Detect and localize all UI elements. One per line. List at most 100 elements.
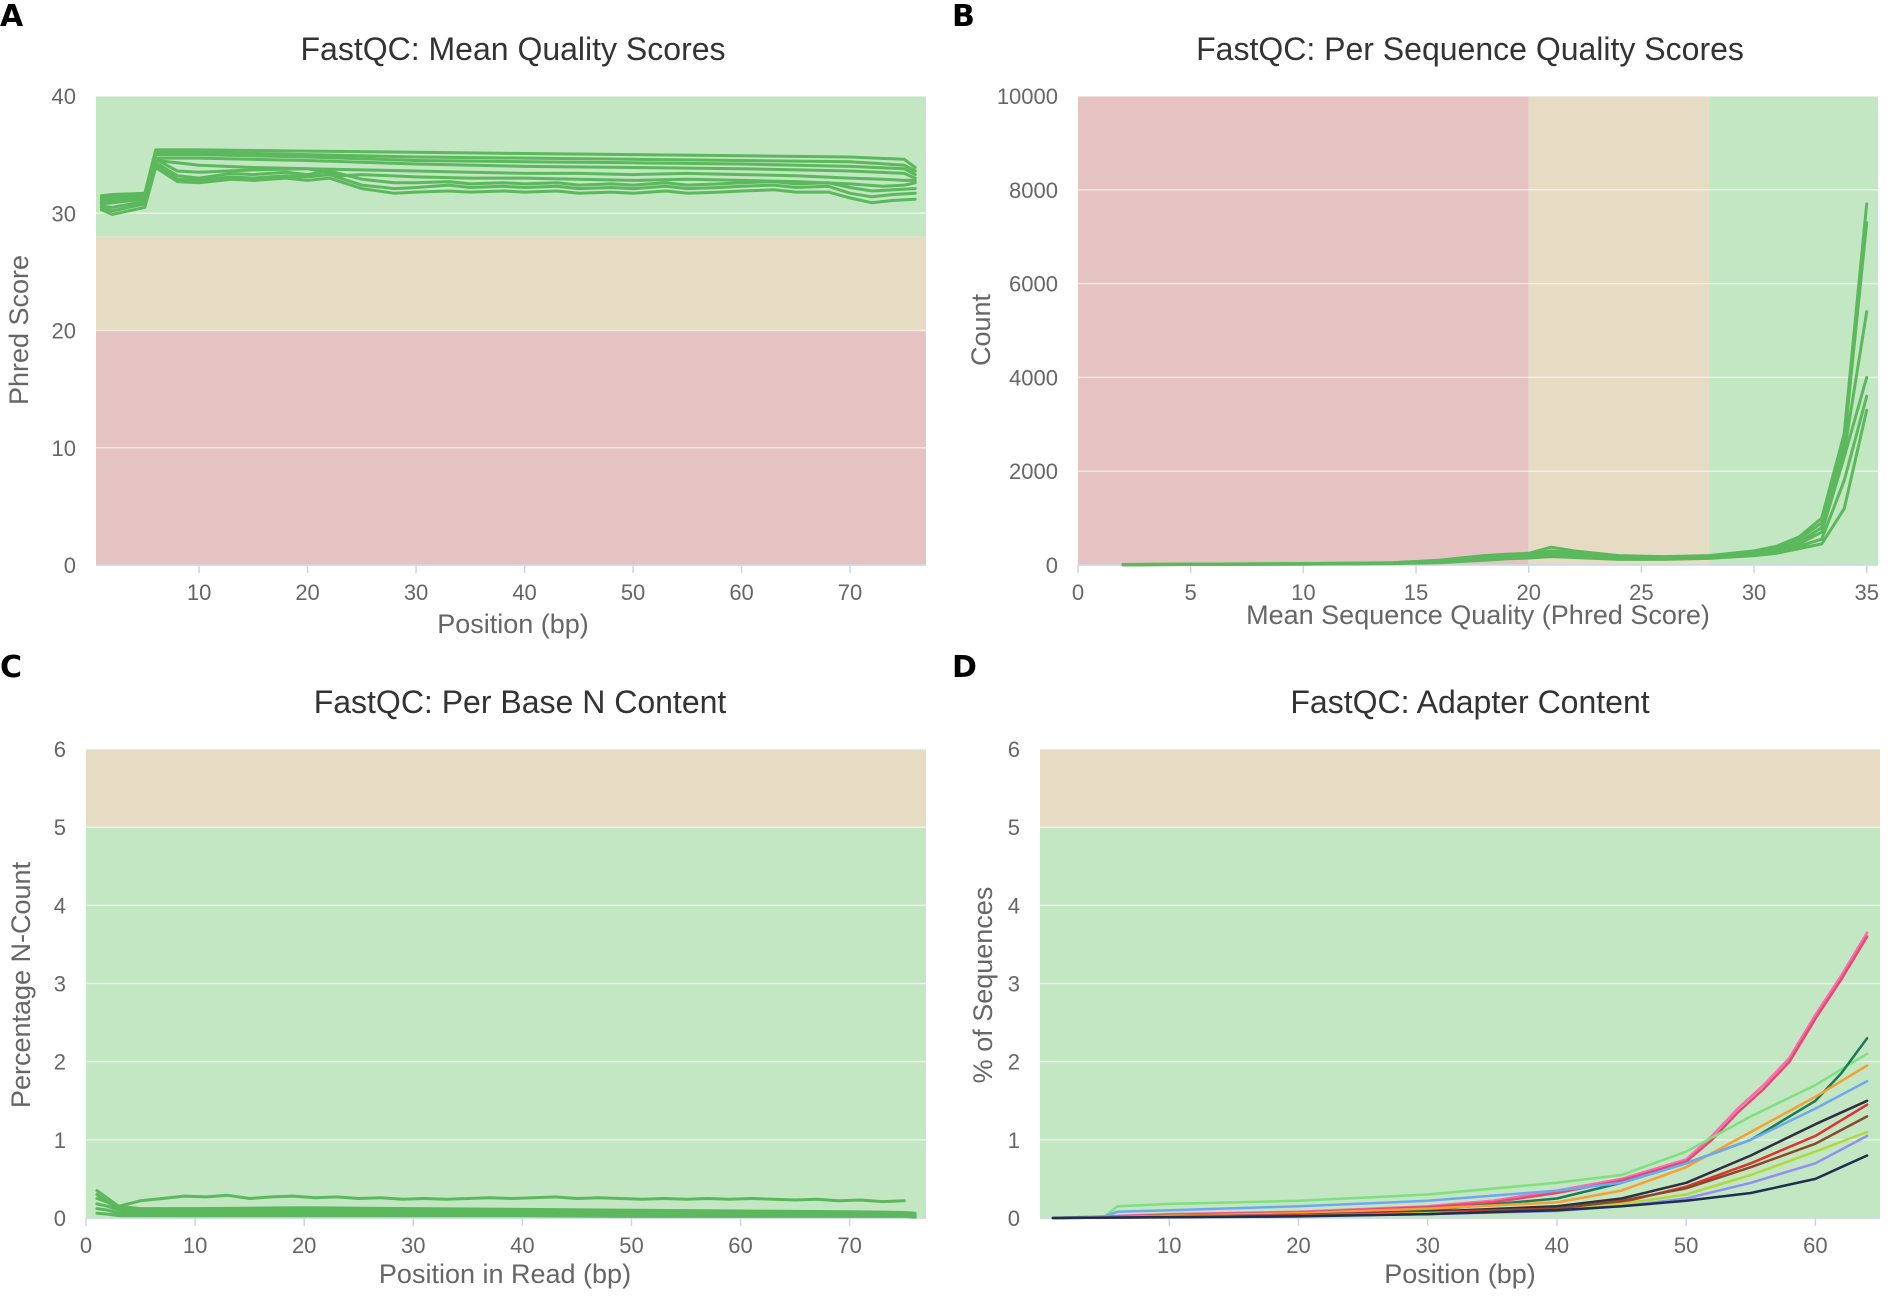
series-line-a-7[interactable] (99, 161, 917, 209)
series-line-a-5[interactable] (99, 159, 917, 206)
x-axis-label-b: Mean Sequence Quality (Phred Score) (1246, 600, 1710, 630)
x-tick-label-c: 10 (183, 1233, 207, 1258)
y-tick-label-b: 4000 (1009, 365, 1058, 390)
series-line-d-12[interactable] (1051, 1154, 1869, 1220)
plot-area-b: 0 2000 4000 6000 8000 10000 0 5 10 15 20 25 30 35 (997, 84, 1879, 605)
series-line-c-4[interactable] (95, 1202, 917, 1218)
y-axis-label-d: % of Sequences (968, 887, 998, 1084)
x-tick-label-a: 30 (404, 580, 428, 605)
y-tick-label-c: 4 (54, 893, 66, 918)
x-tick-label-d: 40 (1545, 1233, 1569, 1258)
x-tick-label-c: 60 (728, 1233, 752, 1258)
series-line-a-8[interactable] (99, 163, 917, 213)
y-tick-label-c: 0 (54, 1206, 66, 1231)
y-tick-label-c: 1 (54, 1128, 66, 1153)
y-tick-label-b: 0 (1046, 553, 1058, 578)
plot-area-a: 0 10 20 30 40 10 20 30 40 50 60 70 (52, 84, 926, 605)
y-tick-label-a: 20 (52, 319, 76, 344)
x-tick-label-a: 40 (512, 580, 536, 605)
panel-a: A FastQC: Mean Quality Scores 0 10 20 30 40 1… (0, 0, 926, 639)
y-tick-label-c: 2 (54, 1050, 66, 1075)
series-line-c-1[interactable] (95, 1193, 906, 1208)
y-tick-label-a: 40 (52, 84, 76, 109)
y-tick-label-d: 5 (1008, 815, 1020, 840)
panel-letter-b: B (952, 0, 975, 34)
x-tick-label-c: 70 (837, 1233, 861, 1258)
y-tick-label-a: 30 (52, 201, 76, 226)
band-pass-d (1040, 827, 1880, 1218)
y-axis-label-a: Phred Score (4, 255, 34, 405)
x-tick-label-b: 15 (1404, 580, 1428, 605)
panel-letter-c: C (0, 650, 22, 685)
x-tick-label-d: 50 (1674, 1233, 1698, 1258)
x-tick-label-b: 25 (1629, 580, 1653, 605)
x-tick-label-d: 20 (1286, 1233, 1310, 1258)
x-tick-label-b: 20 (1516, 580, 1540, 605)
x-tick-label-c: 50 (619, 1233, 643, 1258)
panel-b: B FastQC: Per Sequence Quality Scores 0 2… (952, 0, 1879, 630)
chart-title-d: FastQC: Adapter Content (1290, 684, 1649, 720)
x-axis-label-d: Position (bp) (1384, 1259, 1536, 1289)
band-pass-b (1708, 96, 1878, 565)
y-tick-label-d: 0 (1008, 1206, 1020, 1231)
y-tick-label-d: 4 (1008, 893, 1020, 918)
x-tick-label-a: 20 (295, 580, 319, 605)
series-line-a-9[interactable] (99, 166, 917, 216)
band-warn-d (1040, 749, 1880, 828)
y-tick-label-c: 5 (54, 815, 66, 840)
series-line-c-6[interactable] (95, 1211, 917, 1219)
band-fail-b (1078, 96, 1529, 565)
y-tick-label-d: 1 (1008, 1128, 1020, 1153)
band-pass-c (86, 827, 926, 1218)
x-tick-label-b: 30 (1742, 580, 1766, 605)
y-tick-label-b: 8000 (1009, 178, 1058, 203)
series-line-d-6[interactable] (1051, 1079, 1869, 1220)
y-tick-label-d: 3 (1008, 972, 1020, 997)
x-tick-label-a: 50 (621, 580, 645, 605)
band-warn-a (96, 236, 926, 331)
x-axis-label-c: Position in Read (bp) (379, 1259, 631, 1289)
chart-title-a: FastQC: Mean Quality Scores (300, 31, 725, 67)
plot-area-d: 0 1 2 3 4 5 6 10 20 30 40 50 60 (1008, 737, 1880, 1258)
x-tick-label-b: 35 (1854, 580, 1878, 605)
x-tick-label-d: 30 (1415, 1233, 1439, 1258)
y-tick-label-b: 2000 (1009, 459, 1058, 484)
y-tick-label-b: 10000 (997, 84, 1058, 109)
x-tick-label-c: 20 (292, 1233, 316, 1258)
y-tick-label-d: 6 (1008, 737, 1020, 762)
y-tick-label-a: 10 (52, 436, 76, 461)
series-line-c-2[interactable] (95, 1189, 917, 1215)
band-warn-c (86, 749, 926, 828)
y-tick-label-b: 6000 (1009, 272, 1058, 297)
x-tick-label-c: 30 (401, 1233, 425, 1258)
x-tick-label-b: 10 (1291, 580, 1315, 605)
x-tick-label-a: 10 (187, 580, 211, 605)
panel-letter-d: D (952, 650, 977, 685)
x-tick-label-d: 60 (1803, 1233, 1827, 1258)
series-line-d-5[interactable] (1051, 1064, 1869, 1220)
series-line-b-6[interactable] (1121, 408, 1869, 567)
chart-title-b: FastQC: Per Sequence Quality Scores (1196, 31, 1744, 67)
x-tick-label-c: 0 (80, 1233, 92, 1258)
y-axis-label-c: Percentage N-Count (6, 861, 36, 1108)
panel-d: D FastQC: Adapter Content 0 1 2 3 4 5 6 10 20 30 4… (952, 650, 1880, 1289)
x-tick-label-b: 5 (1185, 580, 1197, 605)
y-tick-label-c: 6 (54, 737, 66, 762)
x-tick-label-a: 70 (838, 580, 862, 605)
y-tick-label-d: 2 (1008, 1050, 1020, 1075)
x-tick-label-b: 0 (1072, 580, 1084, 605)
series-line-d-3[interactable] (1051, 1052, 1869, 1220)
x-tick-label-c: 40 (510, 1233, 534, 1258)
y-tick-label-a: 0 (64, 553, 76, 578)
y-tick-label-c: 3 (54, 972, 66, 997)
chart-title-c: FastQC: Per Base N Content (314, 684, 727, 720)
band-warn-b (1528, 96, 1709, 565)
panel-letter-a: A (0, 0, 24, 34)
x-tick-label-a: 60 (729, 580, 753, 605)
x-tick-label-d: 10 (1157, 1233, 1181, 1258)
x-axis-label-a: Position (bp) (437, 609, 589, 639)
y-axis-label-b: Count (966, 293, 996, 366)
